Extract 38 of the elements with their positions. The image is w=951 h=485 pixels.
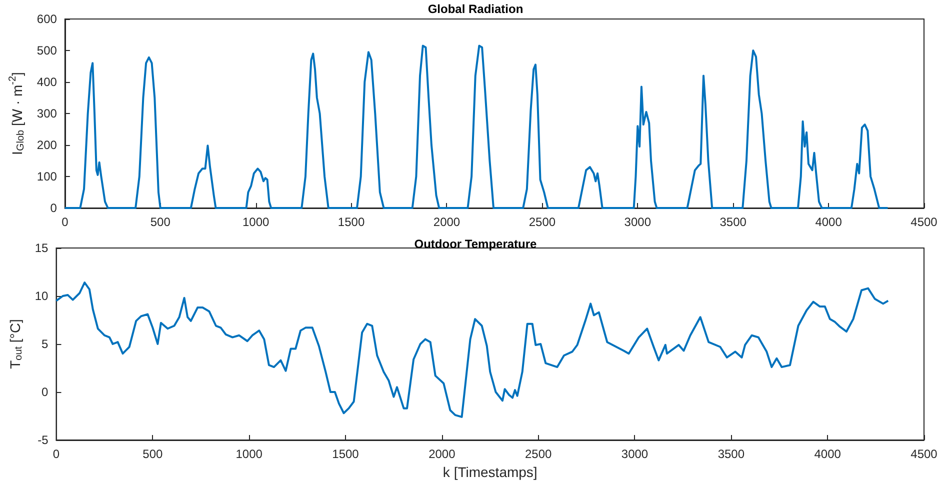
line-series	[55, 282, 890, 418]
line-series	[64, 44, 889, 209]
y-tick-label: 100	[36, 170, 58, 184]
x-tick-label: 4000	[814, 447, 842, 461]
x-tick-label: 500	[142, 447, 163, 461]
y-tick-label: 300	[36, 106, 58, 120]
x-tick-label: 1500	[332, 447, 360, 461]
x-tick-label: 2500	[528, 215, 556, 229]
x-tick-label: 2500	[524, 447, 552, 461]
y-tick-label: 200	[36, 138, 58, 152]
x-tick-label: 3000	[624, 215, 652, 229]
y-tick-label: 500	[36, 44, 58, 58]
x-tick-label: 1000	[242, 215, 270, 229]
chart-title: Outdoor Temperature	[414, 237, 538, 251]
y-tick-label: 400	[36, 75, 58, 89]
y-axis-title: Tout [°C]	[7, 319, 24, 369]
x-tick-label: 3500	[718, 447, 745, 461]
y-tick-label: 0	[50, 201, 58, 215]
x-tick-label: 500	[150, 215, 171, 229]
x-tick-label: 4000	[815, 215, 842, 229]
x-tick-label: 2000	[428, 447, 456, 461]
chart-title: Global Radiation	[428, 2, 524, 16]
y-tick-label: 15	[34, 241, 49, 255]
x-tick-label: 2000	[433, 215, 460, 229]
y-tick-label: 0	[42, 385, 49, 399]
x-tick-label: 3500	[720, 215, 747, 229]
y-tick-label: -5	[38, 433, 49, 447]
y-tick-label: 600	[36, 12, 58, 26]
y-tick-label: 5	[42, 337, 49, 351]
x-tick-label: 0	[62, 215, 69, 229]
x-tick-label: 1000	[236, 447, 263, 461]
x-axis-title: k [Timestamps]	[442, 464, 538, 480]
x-tick-label: 4500	[910, 447, 938, 461]
y-axis-title: IGlob [W · m-2]	[8, 72, 26, 155]
x-tick-label: 1500	[338, 215, 365, 229]
x-tick-label: 3000	[621, 447, 648, 461]
x-tick-label: 4500	[910, 215, 938, 229]
y-tick-label: 10	[34, 289, 49, 303]
